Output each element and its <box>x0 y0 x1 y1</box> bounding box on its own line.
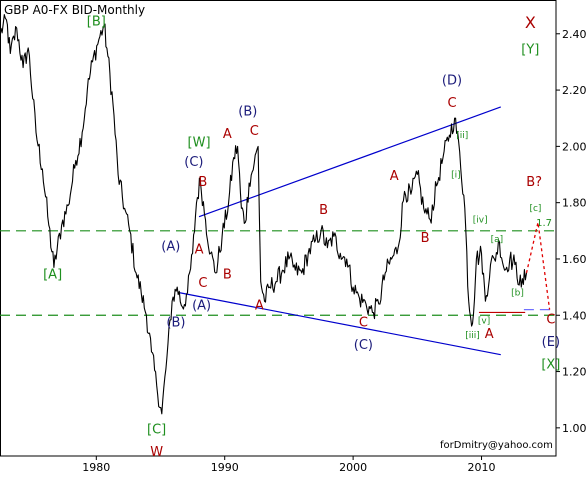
wave-label: [c] <box>529 204 541 214</box>
wave-label: (A) <box>192 299 211 314</box>
wave-label: [B] <box>87 14 106 29</box>
wave-label: C <box>198 276 207 291</box>
plot-frame <box>0 0 557 457</box>
wave-label: A <box>390 169 399 184</box>
wave-label: X <box>525 13 536 32</box>
wave-label: A <box>485 327 494 342</box>
wave-label: [W] <box>188 135 211 150</box>
price-series-line <box>0 14 528 415</box>
wave-label: C <box>359 316 368 331</box>
wave-label: B <box>421 231 430 246</box>
watermark: forDmitry@yahoo.com <box>440 440 553 451</box>
wave-label: W <box>150 445 163 460</box>
wave-label: (B) <box>238 104 257 119</box>
y-tick-label: 1.20 <box>562 366 587 379</box>
x-tick-label: 2010 <box>468 461 496 474</box>
x-tick-label: 1990 <box>211 461 239 474</box>
level-label: 1.7 <box>536 218 552 229</box>
wave-label: [i] <box>451 170 461 180</box>
y-tick-label: 1.80 <box>562 197 587 210</box>
x-tick-label: 1980 <box>82 461 110 474</box>
wave-label: [Y] <box>521 42 539 57</box>
wave-label: (A) <box>161 240 180 255</box>
wave-label: [C] <box>147 422 166 437</box>
wave-label: [iv] <box>473 215 488 225</box>
wave-label: (D) <box>442 73 462 88</box>
wave-label: A <box>195 242 204 257</box>
wave-label: [iii] <box>465 331 480 341</box>
y-tick-label: 2.00 <box>562 140 587 153</box>
projection-line <box>525 222 551 310</box>
wave-label: [A] <box>43 268 62 283</box>
wave-label: A <box>255 299 264 314</box>
y-tick-label: 1.40 <box>562 309 587 322</box>
wave-label: [b] <box>511 289 524 299</box>
wave-label: B <box>198 175 207 190</box>
wave-label: (E) <box>542 335 560 350</box>
wave-label: A <box>223 127 232 142</box>
chart-title: GBP A0-FX BID-Monthly <box>4 3 146 17</box>
y-tick-label: 2.40 <box>562 28 587 41</box>
y-tick-label: 1.00 <box>562 422 587 435</box>
x-tick-label: 2000 <box>339 461 367 474</box>
wave-label: (C) <box>354 338 373 353</box>
wave-label: C <box>546 313 555 328</box>
wave-label: B? <box>526 175 542 190</box>
wave-label: [X] <box>541 358 560 373</box>
y-tick-label: 1.60 <box>562 253 587 266</box>
wave-label: [v] <box>478 317 490 327</box>
channel-line <box>198 106 501 218</box>
wave-label: B <box>319 203 328 218</box>
y-tick-label: 2.20 <box>562 84 587 97</box>
wave-label: (C) <box>184 155 203 170</box>
wave-label: B <box>223 268 232 283</box>
wave-label: C <box>447 96 456 111</box>
wave-label: [a] <box>491 235 504 245</box>
wave-label: C <box>250 124 259 139</box>
wave-label: (B) <box>166 316 185 331</box>
wave-label: [ii] <box>456 131 468 141</box>
channel-line <box>179 292 501 356</box>
